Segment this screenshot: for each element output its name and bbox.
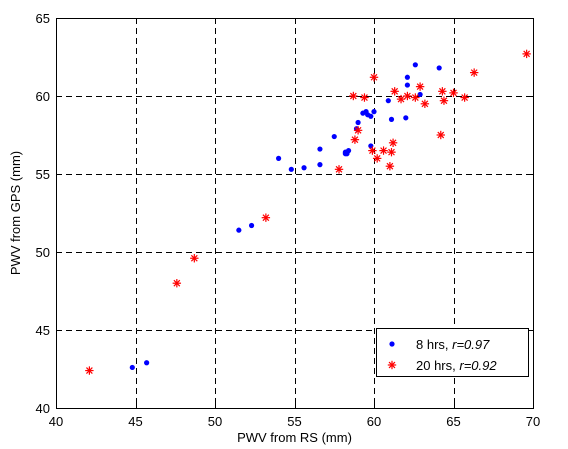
legend-series-name: 20 hrs <box>416 358 453 373</box>
legend-separator: , <box>452 358 459 373</box>
data-point <box>331 133 337 140</box>
data-point <box>172 279 182 288</box>
tick-labels: 40 45 50 55 60 65 70 40 45 50 55 60 65 <box>36 11 541 429</box>
legend-series-name: 8 hrs <box>416 337 445 352</box>
legend-box <box>376 328 529 377</box>
x-axis-label: PWV from RS (mm) <box>237 430 352 445</box>
data-point <box>349 91 358 101</box>
series-0 <box>129 62 442 371</box>
data-point <box>438 87 447 96</box>
y-tick-label: 45 <box>36 323 50 338</box>
legend: 8 hrs, r=0.97 20 hrs, r=0.92 <box>376 328 529 377</box>
data-point <box>261 213 271 222</box>
data-point <box>404 74 410 80</box>
data-point <box>353 126 363 135</box>
data-point <box>372 154 382 163</box>
data-point <box>469 68 479 77</box>
data-point <box>388 116 395 122</box>
y-tick-label: 50 <box>36 245 50 260</box>
data-point <box>412 62 418 68</box>
data-point <box>144 360 150 366</box>
y-tick-label: 60 <box>36 89 50 104</box>
data-point <box>385 98 391 104</box>
legend-entry-20hrs: 20 hrs, r=0.92 <box>416 358 497 373</box>
data-point <box>301 165 307 171</box>
data-point <box>460 93 469 102</box>
x-tick-label: 65 <box>446 414 460 429</box>
y-tick-label: 65 <box>36 11 50 26</box>
data-point <box>404 82 410 88</box>
data-point <box>385 162 395 171</box>
y-axis-label: PWV from GPS (mm) <box>8 151 23 275</box>
x-tick-label: 50 <box>208 414 222 429</box>
data-point <box>379 146 388 155</box>
data-point <box>449 88 458 98</box>
plot-frame <box>56 18 534 409</box>
data-point <box>371 109 377 115</box>
data-point <box>411 93 420 102</box>
data-point <box>334 165 344 174</box>
y-tick-label: 40 <box>36 401 50 416</box>
data-point <box>276 155 282 161</box>
data-point <box>396 94 406 104</box>
data-point <box>417 91 423 98</box>
legend-marker-shape <box>387 360 397 370</box>
data-point <box>388 138 398 147</box>
data-point <box>439 96 449 105</box>
data-point <box>288 166 294 172</box>
data-point <box>342 151 348 157</box>
series-1 <box>85 49 531 375</box>
data-points <box>85 49 531 375</box>
data-point <box>317 146 323 152</box>
legend-separator: , <box>445 337 452 352</box>
legend-marker-20hrs <box>387 360 397 370</box>
legend-stat: r=0.92 <box>459 358 497 373</box>
data-point <box>522 49 531 59</box>
data-point <box>129 364 135 371</box>
legend-marker-shape <box>389 341 395 347</box>
data-point <box>190 254 199 263</box>
data-point <box>369 73 379 82</box>
legend-entry-8hrs: 8 hrs, r=0.97 <box>416 337 490 352</box>
data-point <box>436 65 442 71</box>
legend-marker-8hrs <box>389 341 395 347</box>
data-point <box>403 115 409 121</box>
x-tick-label: 60 <box>367 414 381 429</box>
data-point <box>85 366 94 375</box>
data-point <box>360 93 369 102</box>
data-point <box>236 227 242 233</box>
data-point <box>436 130 445 140</box>
data-point <box>368 113 374 119</box>
data-point <box>317 162 323 168</box>
data-point <box>387 147 396 157</box>
y-tick-label: 55 <box>36 167 50 182</box>
data-point <box>368 146 377 155</box>
data-point <box>345 148 352 154</box>
x-tick-label: 40 <box>49 414 63 429</box>
x-tick-label: 45 <box>128 414 142 429</box>
data-point <box>420 99 430 108</box>
data-point <box>390 87 399 96</box>
x-tick-label: 70 <box>526 414 540 429</box>
data-point <box>415 82 425 91</box>
data-point <box>350 135 360 144</box>
grid <box>56 18 533 408</box>
legend-stat: r=0.97 <box>452 337 490 352</box>
data-point <box>403 91 412 101</box>
data-point <box>248 222 255 229</box>
x-tick-label: 55 <box>287 414 301 429</box>
data-point <box>355 119 361 126</box>
